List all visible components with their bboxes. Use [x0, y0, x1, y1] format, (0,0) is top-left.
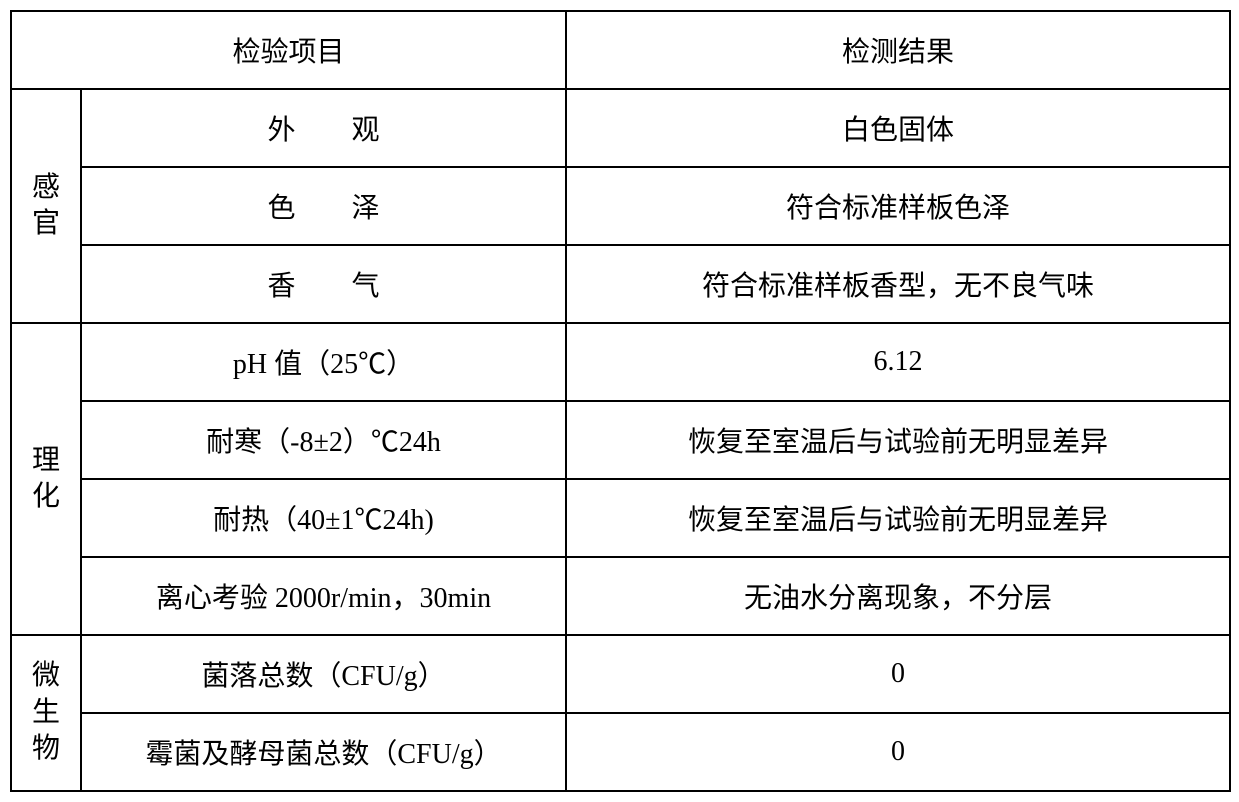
category-microbial: 微生物 [11, 635, 81, 791]
test-results-table: 检验项目 检测结果 感官 外 观 白色固体 色 泽 符合标准样板色泽 香 气 符… [10, 10, 1231, 792]
result-cell: 0 [566, 635, 1230, 713]
item-cell: pH 值（25℃） [81, 323, 566, 401]
table-row: 霉菌及酵母菌总数（CFU/g） 0 [11, 713, 1230, 791]
table-row: 香 气 符合标准样板香型，无不良气味 [11, 245, 1230, 323]
category-sensory: 感官 [11, 89, 81, 323]
result-cell: 白色固体 [566, 89, 1230, 167]
result-cell: 符合标准样板色泽 [566, 167, 1230, 245]
result-cell: 符合标准样板香型，无不良气味 [566, 245, 1230, 323]
item-cell: 菌落总数（CFU/g） [81, 635, 566, 713]
table-row: 感官 外 观 白色固体 [11, 89, 1230, 167]
result-cell: 无油水分离现象，不分层 [566, 557, 1230, 635]
header-item: 检验项目 [11, 11, 566, 89]
header-row: 检验项目 检测结果 [11, 11, 1230, 89]
item-cell: 耐寒（-8±2）℃24h [81, 401, 566, 479]
table-row: 离心考验 2000r/min，30min 无油水分离现象，不分层 [11, 557, 1230, 635]
category-physicochemical: 理化 [11, 323, 81, 635]
table-row: 理化 pH 值（25℃） 6.12 [11, 323, 1230, 401]
item-cell: 香 气 [81, 245, 566, 323]
table-row: 色 泽 符合标准样板色泽 [11, 167, 1230, 245]
item-cell: 外 观 [81, 89, 566, 167]
result-cell: 恢复至室温后与试验前无明显差异 [566, 479, 1230, 557]
table-row: 耐热（40±1℃24h) 恢复至室温后与试验前无明显差异 [11, 479, 1230, 557]
result-cell: 恢复至室温后与试验前无明显差异 [566, 401, 1230, 479]
header-result: 检测结果 [566, 11, 1230, 89]
result-cell: 0 [566, 713, 1230, 791]
item-cell: 色 泽 [81, 167, 566, 245]
item-cell: 耐热（40±1℃24h) [81, 479, 566, 557]
item-cell: 霉菌及酵母菌总数（CFU/g） [81, 713, 566, 791]
table-row: 耐寒（-8±2）℃24h 恢复至室温后与试验前无明显差异 [11, 401, 1230, 479]
result-cell: 6.12 [566, 323, 1230, 401]
table-row: 微生物 菌落总数（CFU/g） 0 [11, 635, 1230, 713]
item-cell: 离心考验 2000r/min，30min [81, 557, 566, 635]
